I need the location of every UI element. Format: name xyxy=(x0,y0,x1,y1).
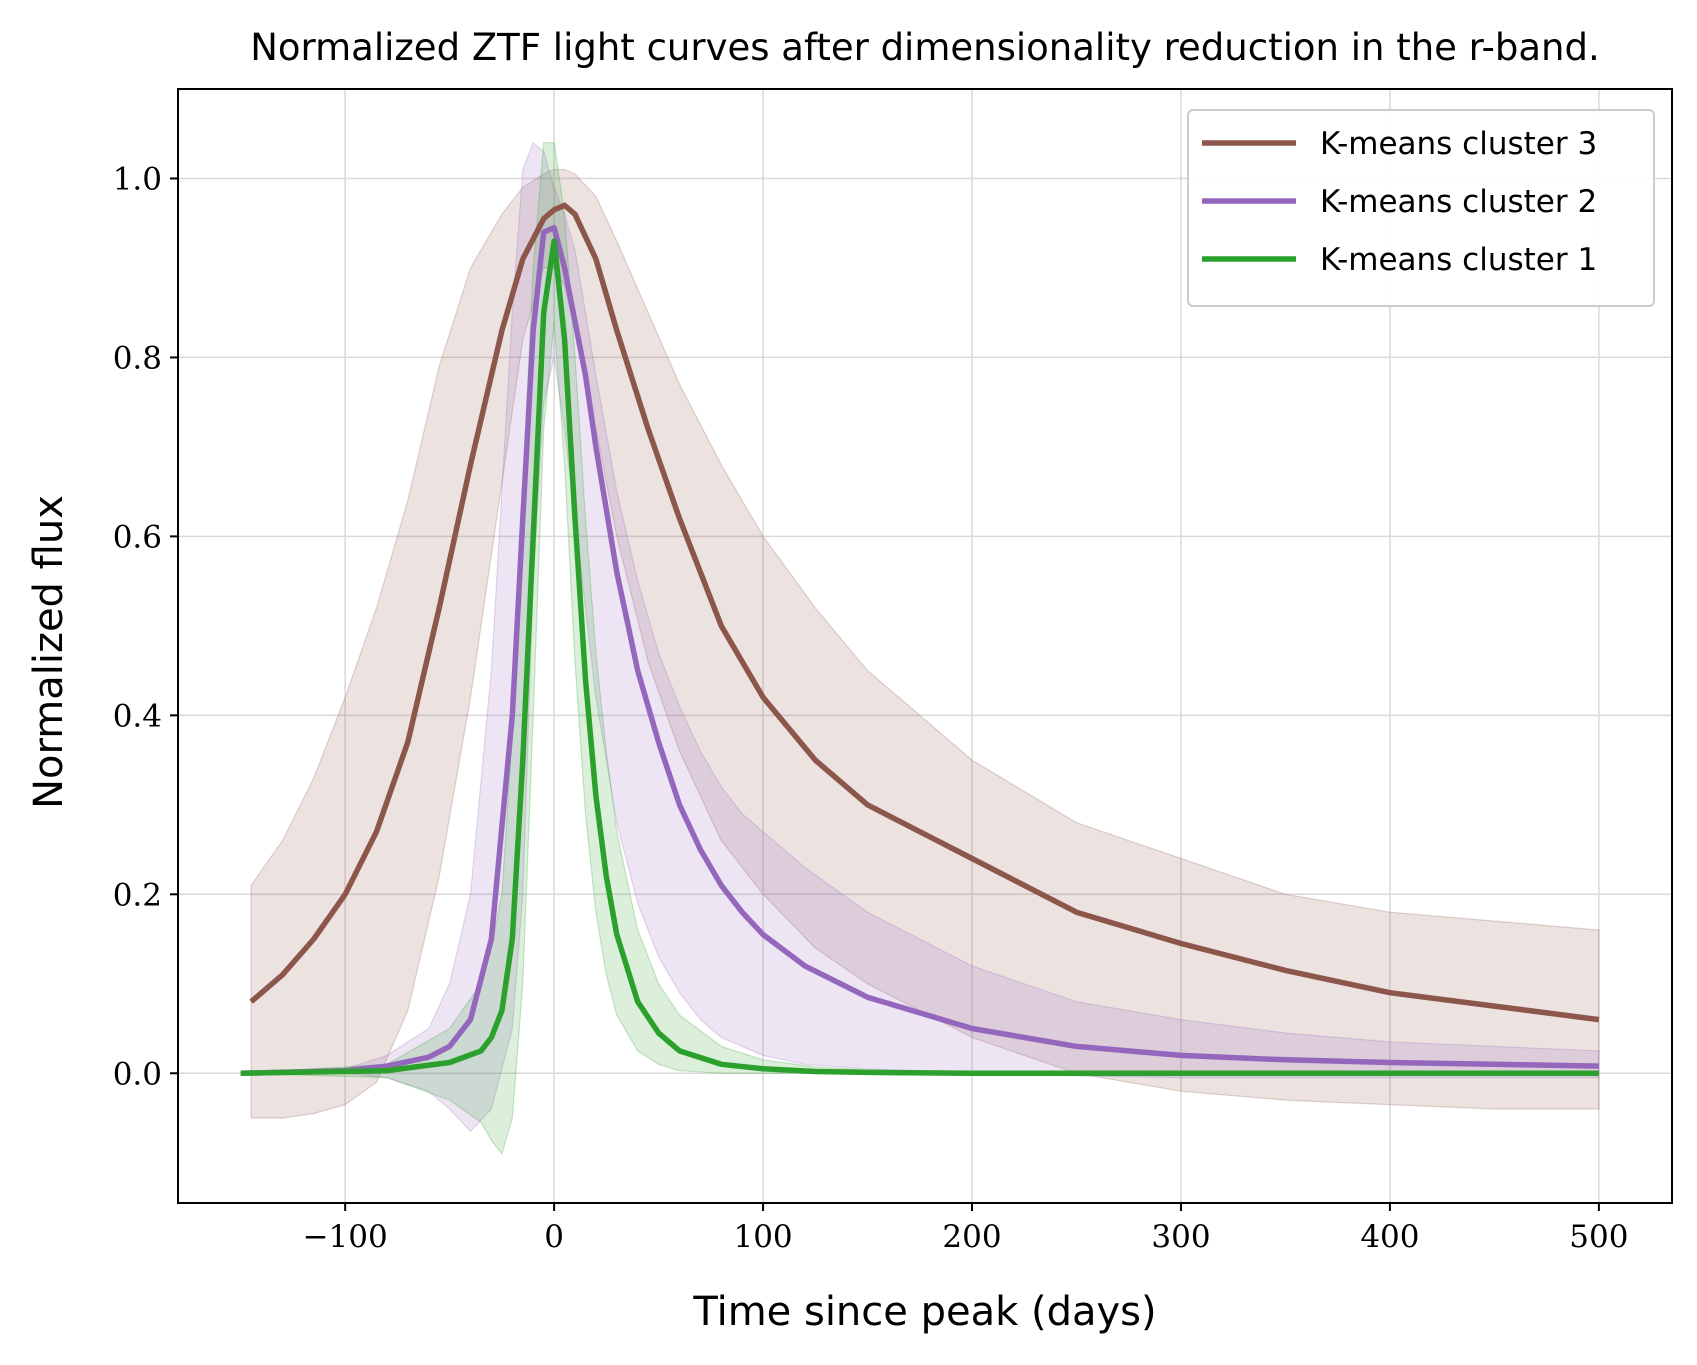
x-tick-label: 400 xyxy=(1360,1219,1419,1255)
x-axis-ticks: −100 0 100 200 300 400 500 xyxy=(303,1203,1628,1255)
legend-label: K-means cluster 2 xyxy=(1320,184,1597,220)
legend-label: K-means cluster 1 xyxy=(1320,242,1597,278)
y-tick-label: 1.0 xyxy=(113,161,162,197)
series-line-k-means-cluster-3 xyxy=(249,202,1600,1023)
y-axis-label: Normalized flux xyxy=(26,495,72,809)
y-tick-label: 0.2 xyxy=(113,877,162,913)
y-tick-label: 0.4 xyxy=(113,698,162,734)
x-tick-label: −100 xyxy=(303,1219,388,1255)
series-line-k-means-cluster-1 xyxy=(240,238,1599,1077)
x-tick-label: 500 xyxy=(1569,1219,1628,1255)
series-line-k-means-cluster-2 xyxy=(240,224,1599,1077)
legend-label: K-means cluster 3 xyxy=(1320,126,1597,162)
chart-title: Normalized ZTF light curves after dimens… xyxy=(250,26,1600,69)
legend: K-means cluster 3 K-means cluster 2 K-mean… xyxy=(1187,109,1655,307)
axes-frame xyxy=(177,88,1673,1204)
y-tick-label: 0.0 xyxy=(113,1056,162,1092)
x-axis-label: Time since peak (days) xyxy=(692,1289,1156,1335)
legend-frame xyxy=(1187,109,1655,307)
uncertainty-bands xyxy=(240,141,1600,1156)
y-axis-ticks: 0.0 0.2 0.4 0.6 0.8 1.0 xyxy=(113,161,178,1092)
y-tick-label: 0.6 xyxy=(113,519,162,555)
y-tick-label: 0.8 xyxy=(113,340,162,376)
x-tick-label: 0 xyxy=(544,1219,564,1255)
x-tick-label: 100 xyxy=(733,1219,792,1255)
x-tick-label: 200 xyxy=(942,1219,1001,1255)
x-tick-label: 300 xyxy=(1151,1219,1210,1255)
series-lines xyxy=(240,202,1600,1077)
uncertainty-band-k-means-cluster-3 xyxy=(250,168,1600,1119)
